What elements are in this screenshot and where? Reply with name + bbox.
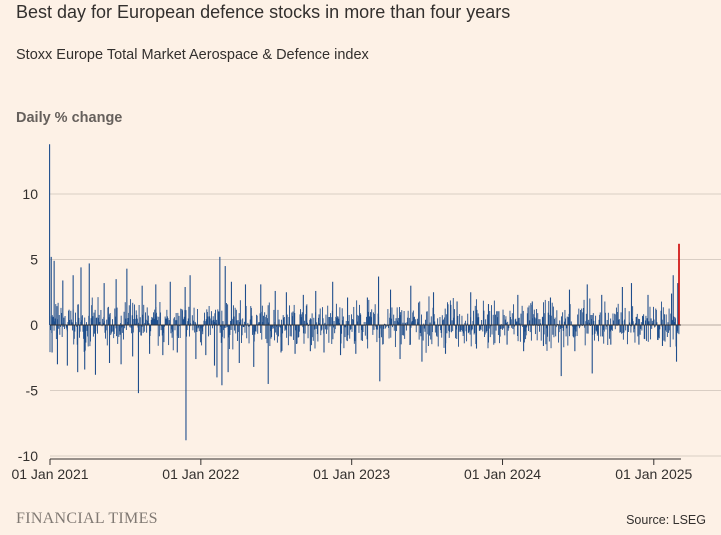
y-axis-label: Daily % change — [16, 110, 123, 126]
brand-logo: FINANCIAL TIMES — [16, 510, 158, 527]
y-tick-label: 10 — [22, 186, 38, 202]
chart-plot: 10 5 0 -5 -10 01 Jan 2021 01 Jan 2022 01 Jan 20… — [11, 144, 721, 482]
x-tick-label: 01 Jan 2022 — [162, 466, 239, 482]
y-tick-label: -10 — [18, 448, 38, 464]
chart-title: Best day for European defence stocks in … — [16, 2, 511, 22]
chart-subtitle: Stoxx Europe Total Market Aerospace & De… — [16, 47, 369, 63]
y-tick-label: 0 — [30, 317, 38, 333]
x-tick-label: 01 Jan 2024 — [464, 466, 541, 482]
x-tick-label: 01 Jan 2023 — [313, 466, 390, 482]
x-tick-label: 01 Jan 2025 — [615, 466, 692, 482]
y-tick-label: -5 — [26, 383, 39, 399]
x-tick-label: 01 Jan 2021 — [11, 466, 88, 482]
y-tick-label: 5 — [30, 252, 38, 268]
source-note: Source: LSEG — [626, 513, 706, 527]
